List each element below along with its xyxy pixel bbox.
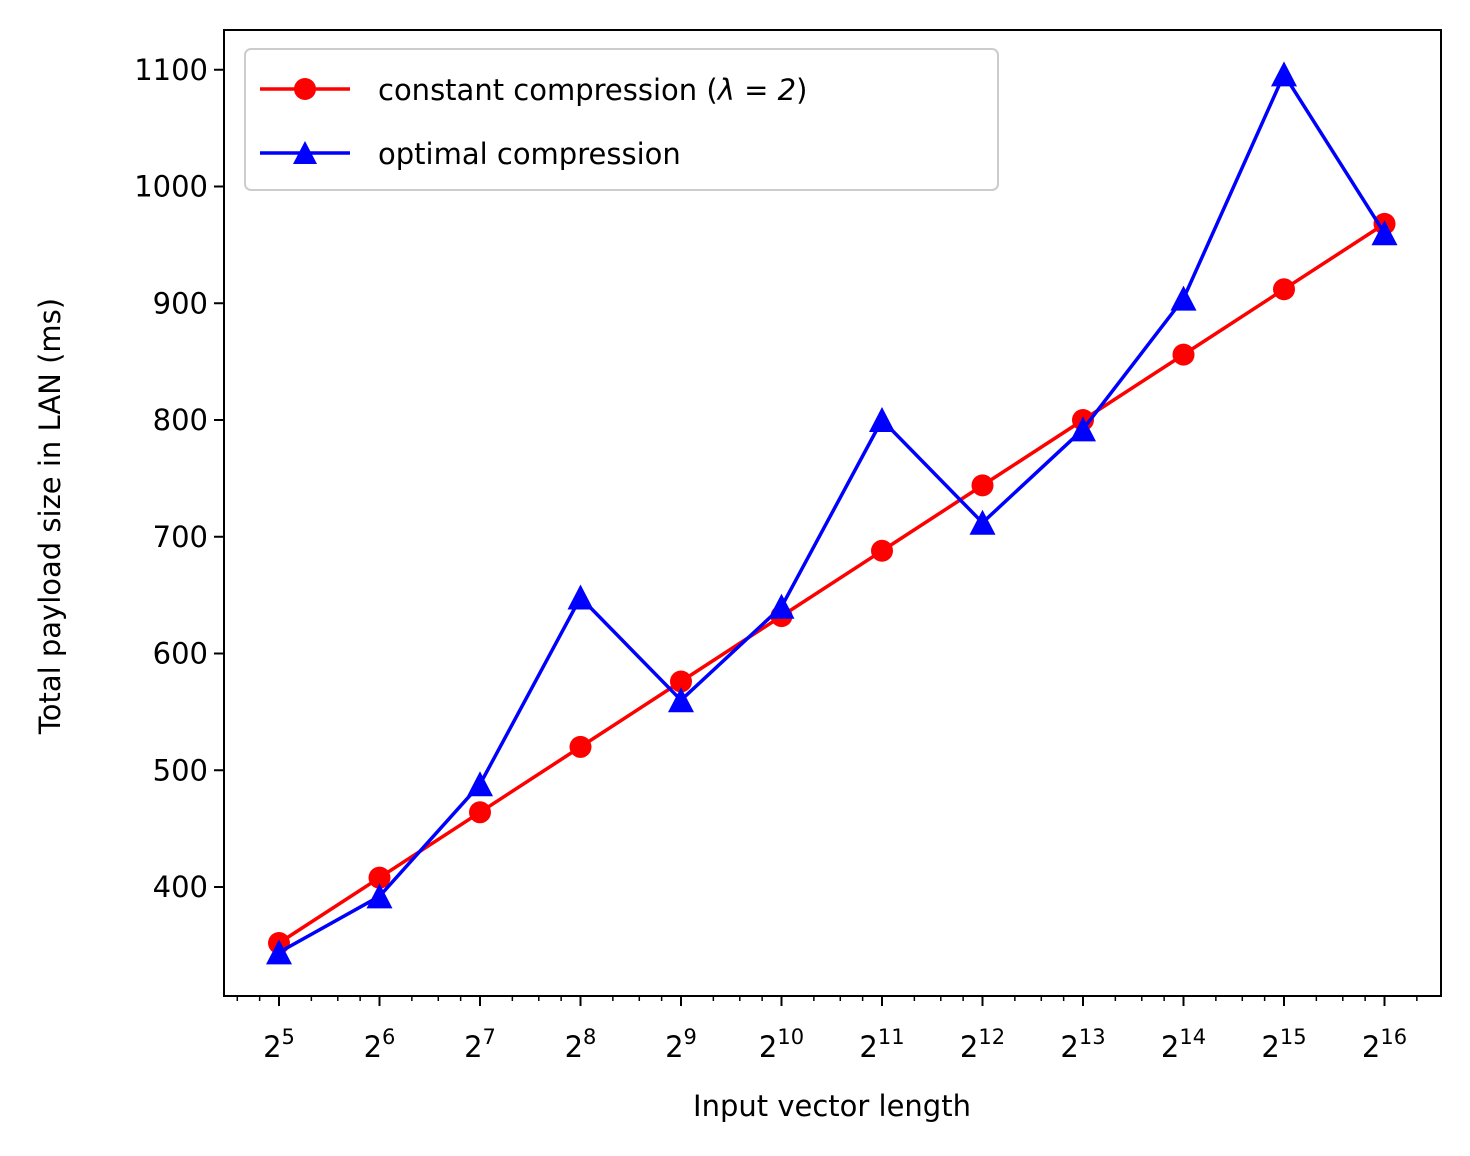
data-point-triangle [366,883,393,909]
y-tick-label: 600 [153,637,208,671]
plot-area [266,61,1398,965]
series-line-1 [278,72,1386,954]
x-tick-label: 28 [565,1025,597,1064]
data-point-circle [1273,278,1295,301]
x-tick-label: 212 [960,1025,1005,1064]
x-tick-label: 210 [759,1025,804,1064]
legend-label-optimal: optimal compression [378,137,681,171]
data-point-circle [971,474,994,497]
x-axis-label: Input vector length [693,1089,971,1123]
legend-box [244,48,999,191]
series-line-0 [278,222,1386,945]
y-axis-label: Total payload size in LAN (ms) [33,298,67,735]
x-tick-label: 215 [1261,1025,1306,1064]
data-point-circle [569,735,592,758]
data-point-triangle [1070,416,1096,442]
axes-frame [223,29,1442,997]
data-point-circle [368,866,391,889]
data-point-triangle [467,771,493,797]
x-tick-label: 29 [665,1025,697,1064]
x-tick-label: 216 [1362,1025,1407,1064]
data-point-circle [871,539,893,562]
legend: constant compression (λ = 2) optimal com… [244,48,999,191]
x-tick-label: 25 [263,1025,295,1064]
legend-entry-constant: constant compression (λ = 2) [260,73,807,107]
x-tick-label: 213 [1060,1025,1105,1064]
data-point-circle [670,670,692,693]
x-tick-label: 211 [859,1025,904,1064]
data-point-circle [469,801,491,824]
data-point-triangle [567,584,594,610]
data-point-triangle [1170,285,1197,311]
y-axis-ticks: 400 500 600 700 800 900 1000 1100 [134,53,224,904]
y-tick-label: 1100 [134,53,208,87]
y-tick-label: 400 [153,870,208,904]
data-point-circle [1172,343,1195,366]
y-tick-label: 500 [153,753,208,787]
x-tick-label: 27 [464,1025,496,1064]
x-tick-label: 214 [1161,1025,1206,1064]
data-point-triangle [1271,61,1297,87]
data-point-triangle [869,407,895,432]
data-point-triangle [266,939,292,965]
data-point-triangle [1371,220,1398,246]
y-tick-label: 700 [153,520,208,554]
legend-label-constant: constant compression (λ = 2) [378,73,807,107]
x-tick-label: 26 [364,1025,396,1064]
legend-label-constant-suffix: ) [796,73,807,107]
x-axis-ticks: 25 26 27 28 29 210 211 212 213 214 215 216 [236,996,1418,1064]
y-tick-label: 800 [153,403,208,437]
legend-label-constant-math: λ = 2 [716,73,796,107]
legend-label-constant-prefix: constant compression ( [378,73,718,107]
y-tick-label: 1000 [134,170,208,204]
y-tick-label: 900 [153,286,208,320]
data-point-triangle [668,687,694,713]
legend-marker-constant [294,78,316,100]
legend-marker-optimal [293,141,317,164]
data-point-triangle [768,593,795,619]
legend-entry-optimal: optimal compression [260,137,681,171]
data-point-triangle [969,509,996,535]
